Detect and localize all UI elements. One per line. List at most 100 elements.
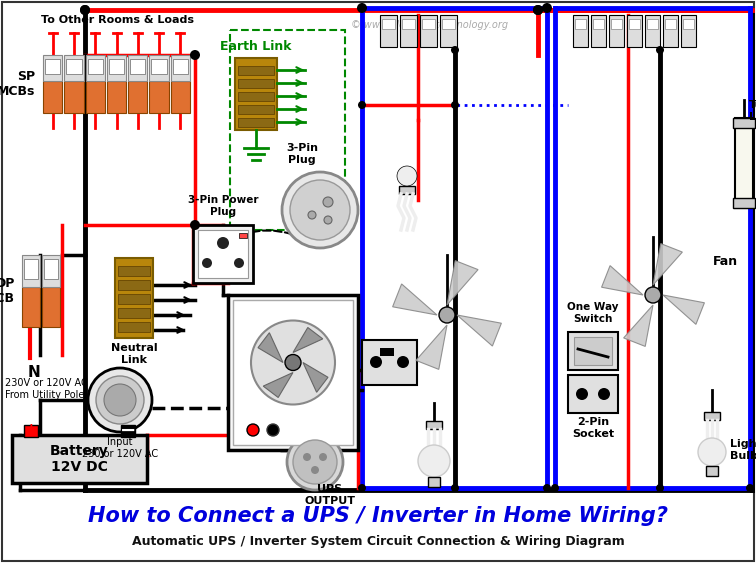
Bar (400, 15, 417, 47)
Polygon shape (457, 315, 501, 346)
Text: How to Connect a UPS / Inverter in Home Wiring?: How to Connect a UPS / Inverter in Home … (88, 506, 668, 526)
Text: SP
MCBs: SP MCBs (0, 70, 35, 98)
Bar (107, 81, 126, 113)
Bar (150, 55, 169, 81)
Bar (118, 280, 150, 290)
Bar (129, 55, 147, 81)
Circle shape (311, 466, 319, 474)
Text: Automatic UPS / Inverter System Circuit Connection & Wiring Diagram: Automatic UPS / Inverter System Circuit … (132, 535, 624, 548)
Bar (107, 55, 126, 81)
Bar (22, 287, 40, 327)
Circle shape (324, 216, 332, 224)
Circle shape (358, 484, 366, 492)
Bar (611, 19, 622, 29)
Polygon shape (416, 325, 447, 369)
Circle shape (323, 197, 333, 207)
Bar (43, 81, 62, 113)
Bar (733, 118, 755, 128)
Bar (88, 59, 103, 74)
Bar (193, 225, 253, 283)
Circle shape (397, 166, 417, 186)
Bar (442, 19, 455, 29)
Text: 230V or 120V AC
From Utility Pole: 230V or 120V AC From Utility Pole (5, 378, 88, 400)
Circle shape (80, 5, 90, 15)
Bar (118, 294, 150, 304)
Bar (593, 19, 604, 29)
Text: DP
MCB: DP MCB (0, 277, 15, 305)
Bar (627, 15, 642, 47)
Circle shape (533, 5, 543, 15)
Bar (44, 259, 58, 279)
Bar (440, 15, 457, 47)
Circle shape (698, 438, 726, 466)
Circle shape (285, 355, 301, 370)
Bar (85, 55, 105, 81)
Bar (22, 255, 40, 287)
Bar (399, 186, 415, 194)
Circle shape (104, 384, 136, 416)
Bar (171, 81, 190, 113)
Bar (574, 337, 612, 365)
Bar (422, 19, 435, 29)
Circle shape (202, 258, 212, 268)
Circle shape (551, 484, 559, 492)
Text: Light
Bulb: Light Bulb (730, 439, 756, 461)
Bar (428, 477, 440, 487)
Circle shape (542, 3, 552, 13)
Circle shape (88, 368, 152, 432)
Bar (150, 81, 169, 113)
Circle shape (746, 484, 754, 492)
Bar (121, 425, 135, 437)
Circle shape (533, 5, 543, 15)
Circle shape (370, 356, 382, 368)
Circle shape (303, 453, 311, 461)
Text: UPS
OUTPUT: UPS OUTPUT (305, 484, 355, 506)
Text: +: + (25, 422, 37, 437)
Bar (130, 59, 145, 74)
Bar (575, 19, 586, 29)
Circle shape (191, 221, 199, 229)
Text: Tube
Light: Tube Light (749, 100, 756, 122)
Bar (172, 59, 188, 74)
Bar (704, 412, 720, 420)
Polygon shape (303, 363, 328, 392)
Bar (665, 19, 676, 29)
Circle shape (287, 434, 343, 490)
Bar (568, 375, 618, 413)
Text: Earth Link: Earth Link (220, 40, 292, 53)
Circle shape (656, 484, 664, 492)
Polygon shape (263, 373, 293, 397)
Polygon shape (624, 305, 653, 346)
Text: Battery
12V DC: Battery 12V DC (50, 444, 109, 474)
Bar (85, 81, 105, 113)
Bar (115, 258, 153, 338)
Text: 2-Pin
Socket: 2-Pin Socket (572, 417, 614, 439)
Bar (629, 19, 640, 29)
Polygon shape (663, 295, 705, 324)
Polygon shape (293, 328, 323, 352)
Bar (591, 15, 606, 47)
Text: Neutral
Link: Neutral Link (110, 343, 157, 365)
Bar (45, 59, 60, 74)
Text: 3-Pin
Plug: 3-Pin Plug (286, 144, 318, 165)
Text: One Way
Switch: One Way Switch (567, 302, 618, 324)
Bar (645, 15, 660, 47)
Circle shape (217, 237, 229, 249)
Bar (43, 55, 62, 81)
Bar (380, 15, 397, 47)
Bar (402, 19, 415, 29)
Bar (733, 198, 755, 208)
Polygon shape (258, 333, 283, 363)
Bar (238, 79, 274, 88)
Circle shape (418, 445, 450, 477)
Circle shape (190, 50, 200, 60)
Bar (238, 66, 274, 75)
Circle shape (267, 424, 279, 436)
Circle shape (234, 258, 244, 268)
Polygon shape (447, 261, 478, 305)
Circle shape (451, 46, 459, 54)
Circle shape (451, 484, 459, 492)
Bar (647, 19, 658, 29)
Text: 3-Pin Power
Plug: 3-Pin Power Plug (187, 195, 259, 217)
Text: N: N (28, 365, 41, 380)
